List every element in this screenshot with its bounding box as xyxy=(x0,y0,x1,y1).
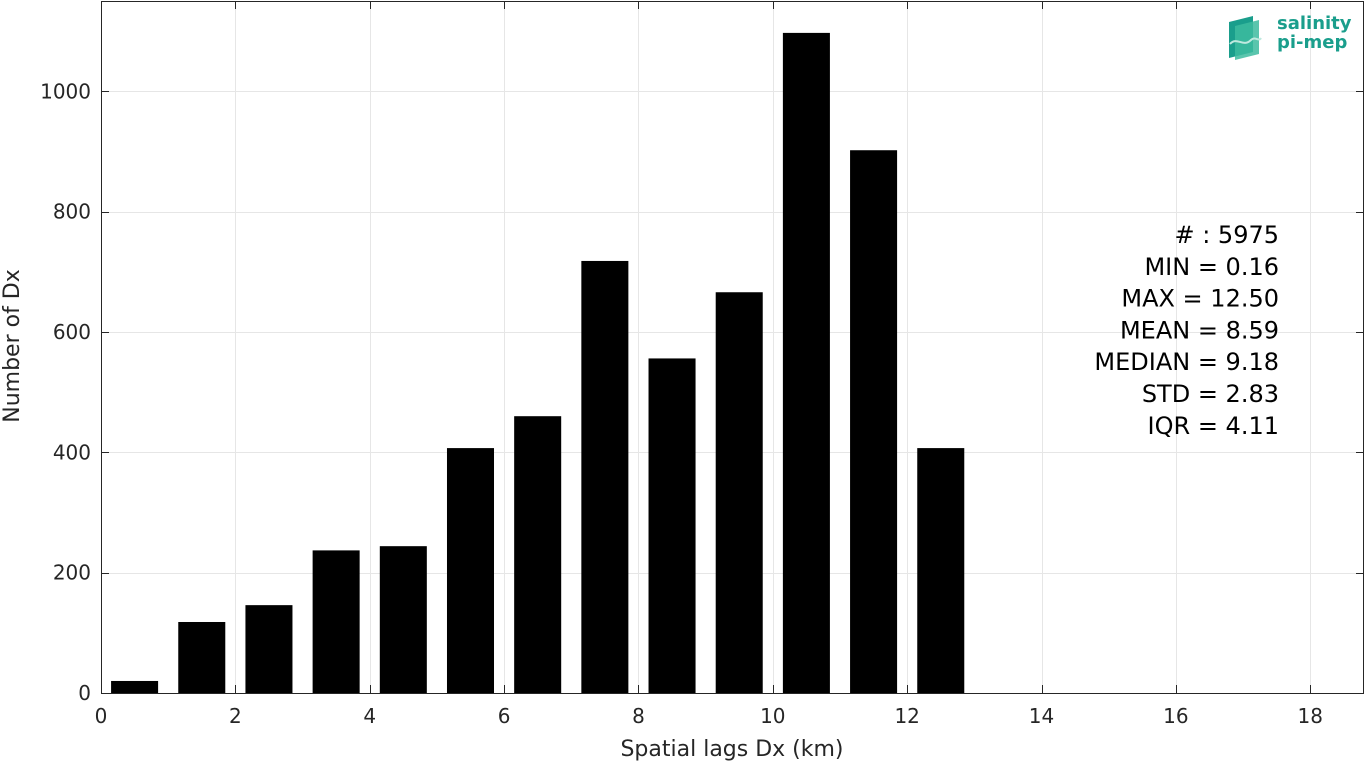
axes xyxy=(101,1,1364,694)
bar-2 xyxy=(245,605,293,693)
y-tick-label-3: 600 xyxy=(53,320,91,344)
bars xyxy=(111,32,965,694)
y-tick-labels: 0 200 400 600 800 1000 xyxy=(40,79,91,705)
y-tick-label-0: 0 xyxy=(78,681,91,705)
logo-text-line2: pi-mep xyxy=(1277,32,1348,53)
grid xyxy=(101,1,1364,693)
bar-9 xyxy=(715,292,763,693)
bar-7 xyxy=(581,260,629,693)
x-tick-label-8: 16 xyxy=(1163,704,1188,728)
y-tick-label-4: 800 xyxy=(53,200,91,224)
x-tick-label-0: 0 xyxy=(95,704,108,728)
plot-frame xyxy=(101,1,1364,694)
stats-line-5: STD = 2.83 xyxy=(1142,380,1279,408)
bar-3 xyxy=(312,550,360,693)
bar-11 xyxy=(850,150,898,693)
bar-5 xyxy=(446,448,495,693)
stats-line-4: MEDIAN = 9.18 xyxy=(1094,348,1279,376)
y-tick-label-5: 1000 xyxy=(40,79,91,103)
y-tick-label-2: 400 xyxy=(53,440,91,464)
stats-line-6: IQR = 4.11 xyxy=(1148,412,1279,440)
bar-6 xyxy=(514,416,562,693)
x-tick-label-2: 4 xyxy=(363,704,376,728)
x-tick-label-1: 2 xyxy=(229,704,242,728)
stats-line-1: MIN = 0.16 xyxy=(1144,253,1279,281)
stats-box: # : 5975 MIN = 0.16 MAX = 12.50 MEAN = 8.59… xyxy=(1094,221,1279,440)
bar-8 xyxy=(648,358,696,693)
y-axis-label: Number of Dx xyxy=(0,269,25,423)
stats-line-2: MAX = 12.50 xyxy=(1121,285,1279,313)
logo-wave-icon xyxy=(1229,16,1262,60)
x-tick-label-6: 12 xyxy=(894,704,919,728)
bar-0 xyxy=(111,680,159,693)
x-tick-label-7: 14 xyxy=(1029,704,1054,728)
stats-line-0: # : 5975 xyxy=(1174,221,1279,249)
salinity-pi-mep-logo: salinity pi-mep xyxy=(1227,14,1357,64)
x-tick-label-5: 10 xyxy=(760,704,785,728)
x-tick-label-9: 18 xyxy=(1298,704,1323,728)
bar-10 xyxy=(782,32,830,694)
x-tick-label-4: 8 xyxy=(632,704,645,728)
y-tick-label-1: 200 xyxy=(53,561,91,585)
bar-4 xyxy=(379,546,427,693)
bar-1 xyxy=(178,621,226,693)
bar-12 xyxy=(917,448,965,693)
x-tick-labels: 0 2 4 6 8 10 12 14 16 18 xyxy=(95,704,1323,728)
x-tick-label-3: 6 xyxy=(498,704,511,728)
logo-text-line1: salinity xyxy=(1277,13,1352,34)
stats-line-3: MEAN = 8.59 xyxy=(1120,316,1279,344)
x-axis-label: Spatial lags Dx (km) xyxy=(620,737,843,762)
